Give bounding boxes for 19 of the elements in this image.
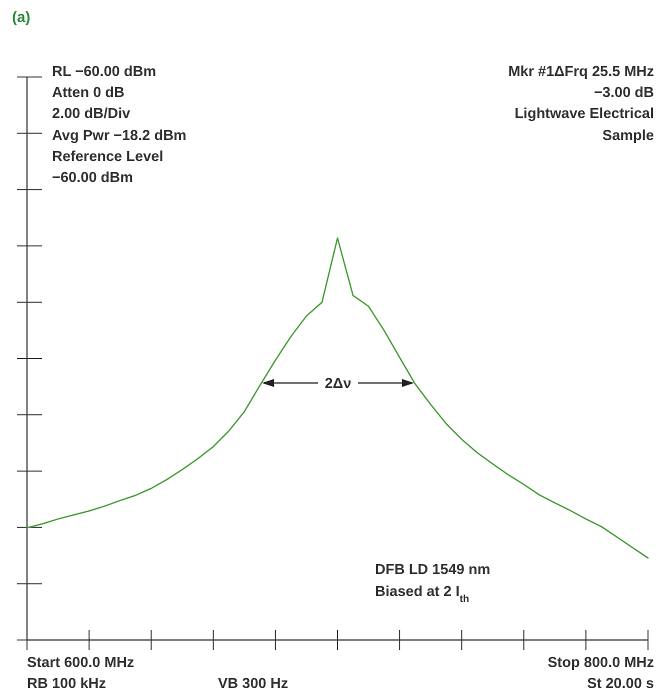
text: Atten 0 dB bbox=[52, 85, 124, 101]
annotation: DFB LD 1549 nm bbox=[375, 562, 490, 578]
annotation: Biased at 2 I$_{th}$ bbox=[375, 584, 470, 604]
text: Avg Pwr −18.2 dBm bbox=[52, 128, 186, 144]
text: Stop 800.0 MHz bbox=[548, 655, 654, 671]
text: 2.00 dB/Div bbox=[52, 106, 130, 122]
chart-title: (a) bbox=[12, 9, 30, 26]
text: Lightwave Electrical bbox=[514, 106, 654, 122]
text: RL −60.00 dBm bbox=[52, 64, 156, 80]
text: RB 100 kHz bbox=[27, 676, 106, 692]
text: VB 300 Hz bbox=[218, 676, 288, 692]
annotation: 2Δν bbox=[324, 376, 352, 392]
text: −3.00 dB bbox=[594, 85, 654, 101]
text: Reference Level bbox=[52, 149, 164, 165]
text: Mkr #1ΔFrq 25.5 MHz bbox=[508, 64, 654, 80]
text: Start 600.0 MHz bbox=[27, 655, 134, 671]
text: St 20.00 s bbox=[587, 676, 654, 692]
text: Sample bbox=[602, 128, 654, 144]
text: −60.00 dBm bbox=[52, 170, 134, 186]
